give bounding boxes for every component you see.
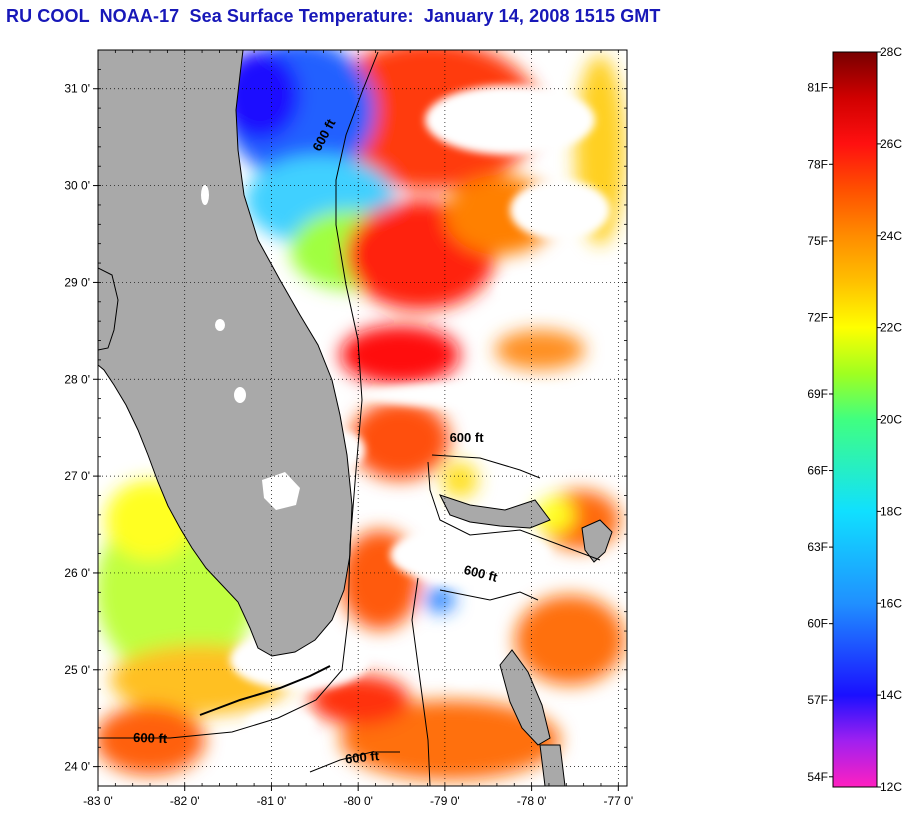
- fahrenheit-tick-label: 75F: [807, 234, 828, 248]
- fahrenheit-tick-label: 81F: [807, 81, 828, 95]
- lon-tick-label: -80 0': [343, 794, 373, 808]
- lon-tick-label: -83 0': [83, 794, 113, 808]
- celsius-tick-label: 22C: [880, 321, 902, 335]
- contour-label-600ft: 600 ft: [450, 430, 485, 445]
- lat-tick-label: 25 0': [64, 663, 90, 677]
- celsius-tick-label: 28C: [880, 45, 902, 59]
- lon-tick-label: -82 0': [170, 794, 200, 808]
- lat-tick-label: 26 0': [64, 566, 90, 580]
- page-title: RU COOL NOAA-17 Sea Surface Temperature:…: [6, 6, 661, 26]
- lon-tick-label: -77 0': [603, 794, 633, 808]
- celsius-tick-label: 14C: [880, 688, 902, 702]
- celsius-tick-label: 12C: [880, 780, 902, 794]
- fahrenheit-tick-label: 78F: [807, 157, 828, 171]
- lon-tick-label: -78 0': [517, 794, 547, 808]
- colorbar-scale: [832, 51, 878, 788]
- fahrenheit-tick-label: 66F: [807, 464, 828, 478]
- celsius-tick-label: 26C: [880, 137, 902, 151]
- lat-tick-label: 29 0': [64, 275, 90, 289]
- celsius-tick-label: 24C: [880, 229, 902, 243]
- florida-keys: [199, 665, 331, 716]
- contour-label-600ft: 600 ft: [344, 748, 380, 767]
- fahrenheit-tick-label: 60F: [807, 617, 828, 631]
- contour-label-600ft: 600 ft: [133, 730, 168, 746]
- celsius-tick-label: 20C: [880, 413, 902, 427]
- lon-tick-label: -81 0': [257, 794, 287, 808]
- lat-tick-label: 30 0': [64, 179, 90, 193]
- lat-tick-label: 28 0': [64, 372, 90, 386]
- celsius-tick-label: 18C: [880, 504, 902, 518]
- lat-tick-label: 27 0': [64, 469, 90, 483]
- colorbar-ticks: 28C 26C 24C 22C 20C 18C 16C 14C 12C 81F 78F 75F 72F 6…: [807, 45, 902, 794]
- fahrenheit-tick-label: 54F: [807, 770, 828, 784]
- lon-tick-label: -79 0': [430, 794, 460, 808]
- map-gridlines: [98, 50, 627, 786]
- fahrenheit-tick-label: 63F: [807, 540, 828, 554]
- land-cloud-patches: [201, 185, 300, 510]
- fahrenheit-tick-label: 72F: [807, 310, 828, 324]
- celsius-tick-label: 16C: [880, 596, 902, 610]
- fahrenheit-tick-label: 57F: [807, 693, 828, 707]
- isobath-600ft: [98, 51, 601, 786]
- fahrenheit-tick-label: 69F: [807, 387, 828, 401]
- lat-tick-label: 24 0': [64, 760, 90, 774]
- lat-tick-label: 31 0': [64, 82, 90, 96]
- map-axes: -83 0' -82 0' -81 0' -80 0' -79 0' -78 0' -77 …: [64, 49, 633, 808]
